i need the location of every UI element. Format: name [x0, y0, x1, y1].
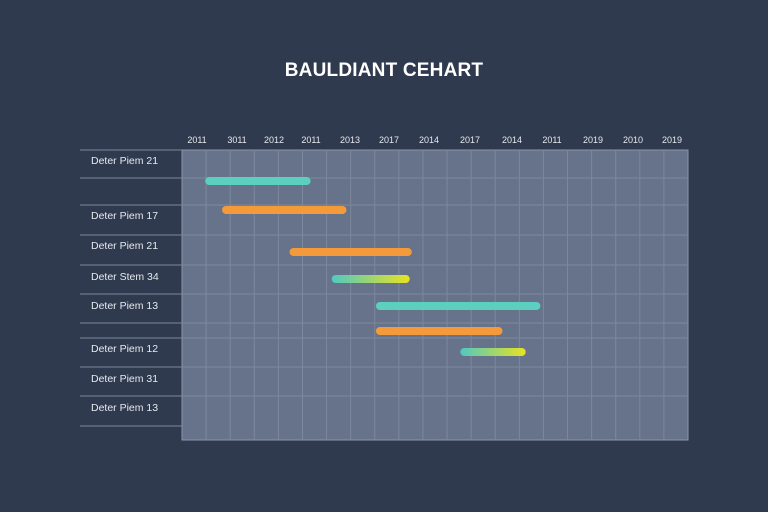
row-label: Deter Piem 21 — [91, 240, 158, 252]
x-tick-label: 2017 — [460, 135, 480, 145]
x-tick-label: 2014 — [419, 135, 439, 145]
gantt-bar — [205, 177, 311, 185]
chart-title: BAULDIANT CEHART — [284, 60, 484, 81]
row-label: Deter Piem 21 — [91, 155, 158, 167]
x-tick-label: 2017 — [379, 135, 399, 145]
x-tick-label: 2011 — [542, 135, 561, 145]
row-label: Deter Piem 17 — [91, 210, 158, 222]
x-tick-label: 2011 — [187, 135, 206, 145]
gantt-bar — [331, 275, 410, 283]
plot-area — [181, 149, 689, 441]
x-tick-label: 2013 — [340, 135, 360, 145]
x-tick-label: 2014 — [502, 135, 522, 145]
x-tick-label: 2012 — [264, 135, 284, 145]
row-label: Deter Piem 12 — [91, 343, 158, 355]
x-tick-label: 2019 — [583, 135, 603, 145]
x-tick-label: 2011 — [301, 135, 320, 145]
gantt-bar — [460, 348, 526, 356]
gantt-bar — [222, 206, 347, 214]
x-tick-label: 3011 — [227, 135, 246, 145]
x-tick-label: 2010 — [623, 135, 643, 145]
row-label: Deter Stem 34 — [91, 271, 159, 283]
gantt-bar — [375, 302, 541, 310]
gantt-bar — [289, 248, 412, 256]
row-label: Deter Piem 13 — [91, 300, 158, 312]
gantt-bar — [375, 327, 503, 335]
x-tick-label: 2019 — [662, 135, 682, 145]
row-label: Deter Piem 13 — [91, 402, 158, 414]
row-label: Deter Piem 31 — [91, 373, 158, 385]
